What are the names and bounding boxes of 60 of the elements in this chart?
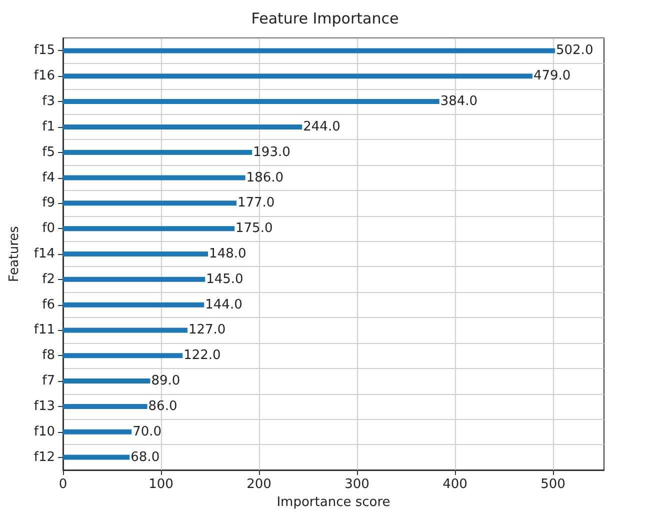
x-axis-title: Importance score bbox=[276, 495, 390, 510]
data-label: 127.0 bbox=[188, 322, 226, 338]
y-tick-label: f13 bbox=[34, 398, 55, 414]
bar bbox=[63, 226, 235, 232]
data-label: 70.0 bbox=[132, 424, 162, 440]
y-tick-label: f0 bbox=[42, 221, 55, 236]
x-tick-label: 300 bbox=[344, 477, 370, 492]
bar bbox=[63, 454, 130, 460]
y-tick-label: f14 bbox=[34, 246, 55, 262]
y-tick-label: f9 bbox=[42, 196, 55, 211]
data-label: 186.0 bbox=[246, 170, 284, 186]
y-tick-label: f15 bbox=[34, 43, 55, 58]
bar bbox=[63, 378, 150, 384]
bar bbox=[63, 48, 555, 54]
data-label: 122.0 bbox=[184, 348, 221, 364]
y-tick-label: f2 bbox=[42, 272, 55, 287]
data-label: 177.0 bbox=[237, 196, 275, 211]
data-label: 244.0 bbox=[303, 119, 340, 134]
data-label: 479.0 bbox=[533, 68, 571, 84]
bar bbox=[63, 276, 206, 282]
data-label: 89.0 bbox=[151, 374, 180, 389]
bar bbox=[63, 328, 188, 333]
data-label: 148.0 bbox=[209, 246, 246, 262]
y-tick-label: f11 bbox=[34, 322, 55, 338]
bar bbox=[63, 200, 236, 206]
x-tick-label: 200 bbox=[246, 477, 272, 492]
x-tick-label: 0 bbox=[58, 477, 68, 492]
x-tick-label: 100 bbox=[148, 477, 174, 492]
y-tick-label: f10 bbox=[34, 424, 55, 440]
bar bbox=[63, 175, 246, 180]
x-tick-label: 500 bbox=[540, 477, 566, 492]
y-tick-label: f7 bbox=[42, 374, 55, 389]
data-label: 502.0 bbox=[556, 43, 594, 58]
y-tick-label: f4 bbox=[42, 170, 55, 186]
y-tick-label: f1 bbox=[42, 119, 55, 134]
x-tick-label: 400 bbox=[442, 477, 468, 492]
y-axis-title: Features bbox=[7, 226, 22, 282]
y-tick-label: f3 bbox=[42, 94, 55, 110]
data-label: 145.0 bbox=[206, 272, 244, 287]
bar bbox=[63, 124, 302, 130]
bar bbox=[63, 150, 252, 155]
bar bbox=[63, 302, 204, 308]
data-label: 144.0 bbox=[205, 297, 242, 312]
y-tick-label: f16 bbox=[34, 68, 55, 84]
bar bbox=[63, 353, 183, 358]
y-tick-label: f8 bbox=[42, 348, 55, 364]
data-label: 175.0 bbox=[236, 221, 273, 236]
chart-title: Feature Importance bbox=[251, 10, 399, 28]
bar bbox=[63, 429, 132, 434]
bar bbox=[63, 74, 532, 79]
bar bbox=[63, 404, 148, 409]
bar bbox=[63, 252, 208, 256]
bar bbox=[63, 99, 440, 104]
y-tick-label: f12 bbox=[34, 450, 55, 465]
data-label: 68.0 bbox=[130, 450, 160, 465]
data-label: 384.0 bbox=[440, 94, 478, 110]
data-label: 86.0 bbox=[148, 398, 178, 414]
data-label: 193.0 bbox=[253, 144, 290, 160]
y-tick-label: f6 bbox=[42, 297, 55, 312]
y-tick-label: f5 bbox=[42, 144, 55, 160]
